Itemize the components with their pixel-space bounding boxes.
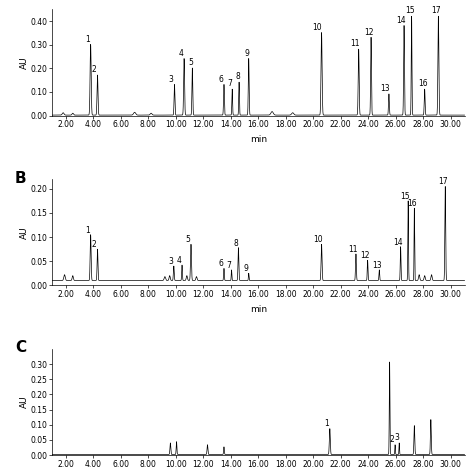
Y-axis label: AU: AU xyxy=(20,56,29,69)
Text: 3: 3 xyxy=(395,433,400,442)
Text: 15: 15 xyxy=(401,192,410,201)
Text: 10: 10 xyxy=(313,23,322,32)
Y-axis label: AU: AU xyxy=(20,396,29,408)
Text: 9: 9 xyxy=(244,264,248,273)
Text: 14: 14 xyxy=(393,238,403,247)
Text: 8: 8 xyxy=(233,239,238,248)
Text: C: C xyxy=(15,340,26,356)
Text: 9: 9 xyxy=(244,49,249,58)
Text: 10: 10 xyxy=(313,235,323,244)
Text: 7: 7 xyxy=(227,261,231,270)
Text: 2: 2 xyxy=(91,65,96,74)
Text: 8: 8 xyxy=(235,73,240,82)
Text: 6: 6 xyxy=(219,259,224,268)
Text: 15: 15 xyxy=(405,6,415,15)
Text: 7: 7 xyxy=(227,80,232,89)
Text: 2: 2 xyxy=(390,435,395,444)
Text: 12: 12 xyxy=(364,27,374,36)
Text: 14: 14 xyxy=(396,16,405,25)
Text: 16: 16 xyxy=(418,80,428,89)
Text: 3: 3 xyxy=(168,257,173,266)
Text: 5: 5 xyxy=(185,235,190,244)
Text: 13: 13 xyxy=(381,84,390,93)
Text: 17: 17 xyxy=(431,6,441,15)
Text: 16: 16 xyxy=(408,199,417,208)
X-axis label: min: min xyxy=(250,305,267,314)
Text: B: B xyxy=(15,171,27,186)
X-axis label: min: min xyxy=(250,135,267,144)
Text: 12: 12 xyxy=(360,251,370,260)
Text: 11: 11 xyxy=(348,245,357,254)
Y-axis label: AU: AU xyxy=(20,226,29,238)
Text: 1: 1 xyxy=(85,35,90,44)
Text: 2: 2 xyxy=(91,240,96,249)
Text: 6: 6 xyxy=(218,75,223,84)
Text: 1: 1 xyxy=(325,419,329,428)
Text: 5: 5 xyxy=(189,58,193,67)
Text: 3: 3 xyxy=(169,75,173,84)
Text: 1: 1 xyxy=(85,226,90,235)
Text: 4: 4 xyxy=(177,256,182,265)
Text: 17: 17 xyxy=(438,177,448,186)
Text: 13: 13 xyxy=(372,261,382,270)
Text: 4: 4 xyxy=(178,49,183,58)
Text: 11: 11 xyxy=(350,39,360,48)
